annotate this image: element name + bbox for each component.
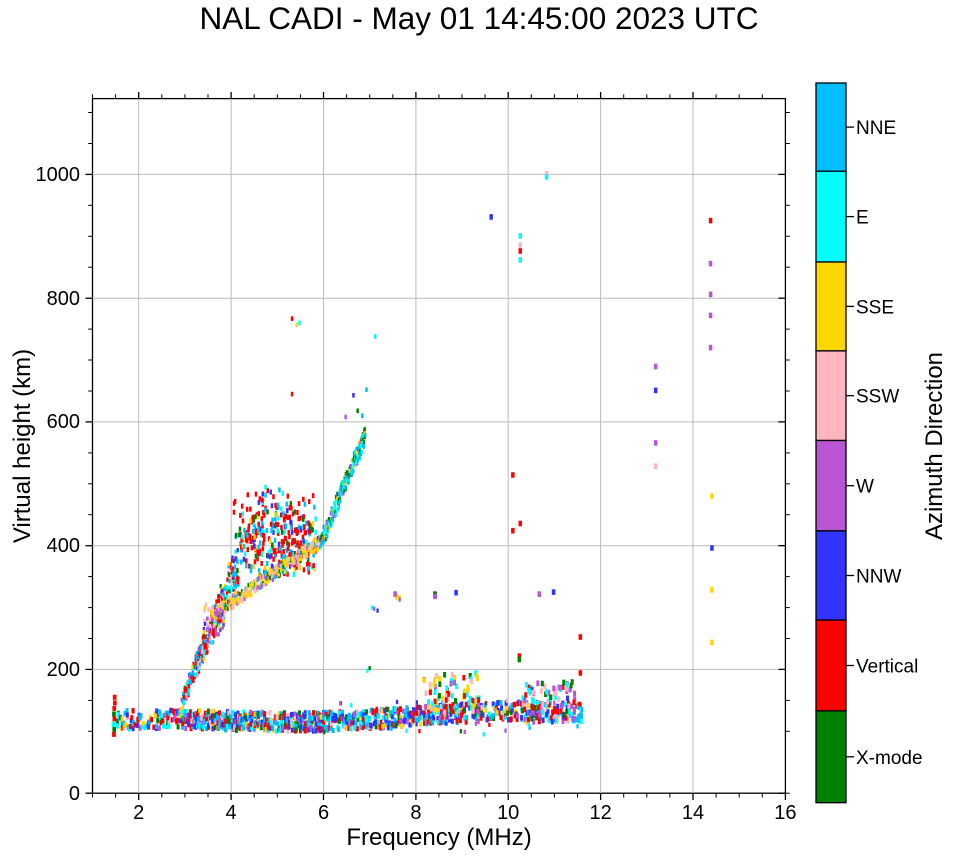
svg-text:6: 6	[318, 802, 329, 824]
svg-text:600: 600	[47, 411, 80, 433]
svg-text:Vertical: Vertical	[856, 657, 918, 678]
svg-text:NNW: NNW	[856, 567, 901, 588]
svg-text:SSE: SSE	[856, 297, 894, 318]
svg-text:0: 0	[69, 783, 80, 805]
svg-text:8: 8	[410, 802, 421, 824]
svg-text:12: 12	[589, 802, 611, 824]
svg-text:200: 200	[47, 659, 80, 681]
svg-text:2: 2	[133, 802, 144, 824]
svg-text:400: 400	[47, 535, 80, 557]
svg-text:Virtual height (km): Virtual height (km)	[9, 349, 36, 543]
svg-text:Azimuth Direction: Azimuth Direction	[921, 352, 948, 540]
svg-text:1000: 1000	[36, 164, 81, 186]
svg-text:NNE: NNE	[856, 118, 896, 139]
svg-text:W: W	[856, 477, 874, 498]
svg-text:Frequency (MHz): Frequency (MHz)	[346, 824, 531, 851]
svg-text:SSW: SSW	[856, 387, 899, 408]
svg-text:14: 14	[682, 802, 704, 824]
svg-text:4: 4	[226, 802, 237, 824]
svg-text:E: E	[856, 208, 869, 229]
svg-text:16: 16	[774, 802, 796, 824]
svg-text:X-mode: X-mode	[856, 748, 923, 769]
svg-text:800: 800	[47, 288, 80, 310]
svg-text:10: 10	[497, 802, 519, 824]
